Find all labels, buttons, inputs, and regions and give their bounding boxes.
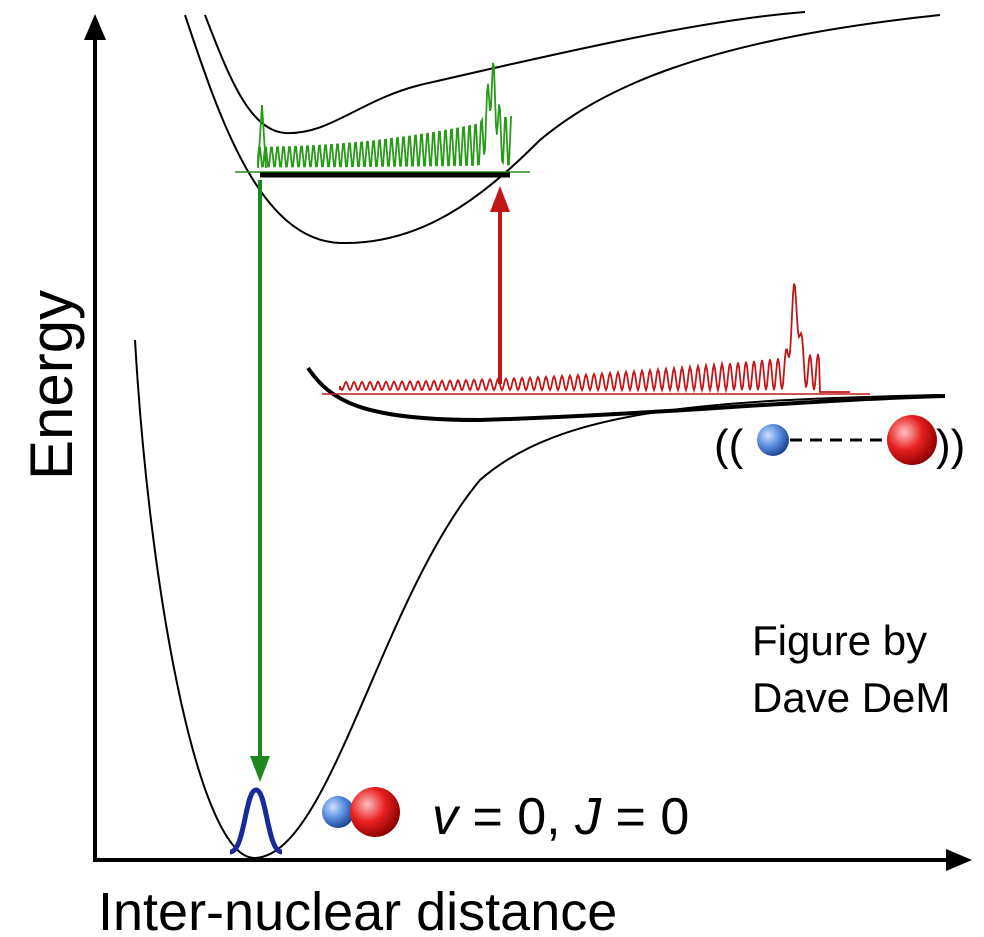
wavefunction — [229, 787, 283, 855]
spectrum — [339, 283, 850, 394]
motion-mark: (( — [714, 421, 744, 470]
label-v: v — [432, 788, 461, 846]
label-j: J — [574, 788, 602, 846]
credit: Dave DeM — [752, 674, 950, 721]
motion-mark: )) — [936, 421, 965, 470]
x-label: Inter-nuclear distance — [98, 882, 617, 937]
atom — [350, 787, 400, 837]
y-label: Energy — [18, 290, 85, 480]
state-label: v = 0, J = 0 — [432, 788, 689, 846]
x-arrow — [946, 849, 972, 871]
atom — [757, 424, 789, 456]
arrowhead — [490, 186, 510, 212]
label-eq: = 0, — [458, 788, 575, 846]
y-arrow — [84, 14, 106, 40]
atom — [322, 796, 354, 828]
arrowhead — [250, 756, 270, 782]
excited-potential — [184, 14, 941, 245]
credit: Figure by — [752, 617, 927, 664]
label-eq: = 0 — [601, 788, 689, 846]
intermediate-potential — [306, 366, 946, 423]
spectrum — [257, 62, 513, 169]
atom — [887, 415, 937, 465]
excited-potential — [204, 11, 806, 135]
